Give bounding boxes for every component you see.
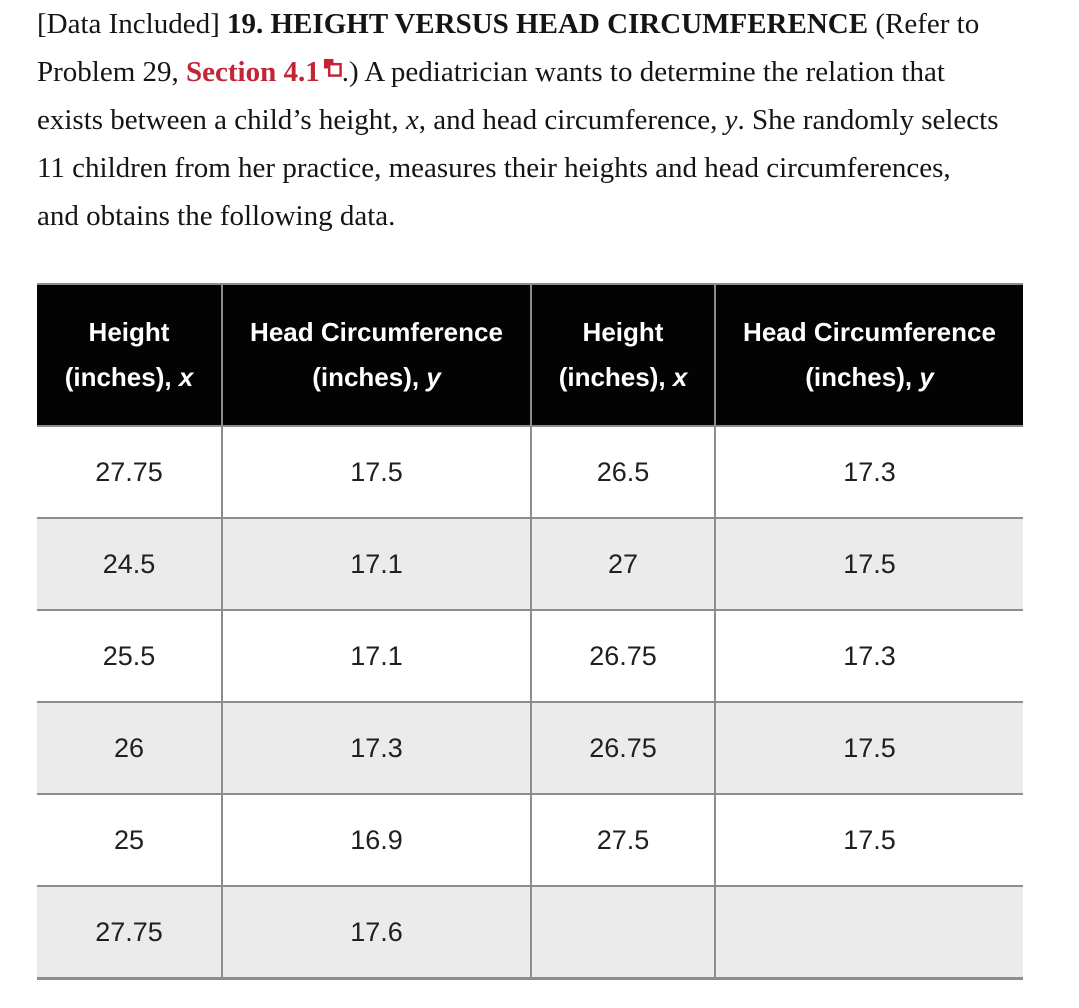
body-text: 11 children from her practice, measures … <box>37 152 951 184</box>
problem-title: 19. HEIGHT VERSUS HEAD CIRCUMFERENCE <box>227 8 869 40</box>
variable-y: y <box>426 362 441 392</box>
table-cell: 24.5 <box>37 517 223 611</box>
body-text: , and head circumference, <box>418 104 725 136</box>
col-header-height-1: Height (inches), x <box>37 283 223 427</box>
table-cell: 17.1 <box>221 609 532 703</box>
body-text: . She randomly selects <box>737 104 999 136</box>
body-text: .) A pediatrician wants to determine the… <box>341 56 945 88</box>
section-link[interactable]: Section 4.1 <box>186 56 342 88</box>
table-cell: 26.75 <box>530 701 716 795</box>
table-cell: 27 <box>530 517 716 611</box>
refer-text: (Refer to <box>868 8 980 40</box>
table-cell: 25 <box>37 793 223 887</box>
variable-y: y <box>724 104 738 136</box>
table-cell: 17.1 <box>221 517 532 611</box>
unit-text: (inches), <box>558 362 673 392</box>
table-row: 26 17.3 26.75 17.5 <box>37 701 1023 795</box>
table-row: 25.5 17.1 26.75 17.3 <box>37 609 1023 703</box>
body-text: and obtains the following data. <box>37 200 396 232</box>
data-table: Height (inches), x Head Circumference (inc… <box>37 283 1023 980</box>
section-link-label: Section 4.1 <box>186 56 320 88</box>
table-cell: 17.5 <box>714 701 1023 795</box>
table-cell: 17.5 <box>221 425 532 519</box>
problem-statement: [Data Included] 19. HEIGHT VERSUS HEAD C… <box>37 0 1047 240</box>
unit-text: (inches), <box>64 362 179 392</box>
table-cell: 17.3 <box>714 425 1023 519</box>
variable-x: x <box>405 104 419 136</box>
col-title: Head Circumference <box>743 317 996 347</box>
col-unit: (inches), x <box>37 355 221 400</box>
col-header-height-2: Height (inches), x <box>530 283 716 427</box>
table-cell <box>714 885 1023 980</box>
table-cell: 17.6 <box>221 885 532 980</box>
table-cell: 27.5 <box>530 793 716 887</box>
refer-text-2: Problem 29, <box>37 56 187 88</box>
col-header-circumference-2: Head Circumference (inches), y <box>714 283 1023 427</box>
variable-y: y <box>919 362 934 392</box>
data-included-tag: [Data Included] <box>37 8 228 40</box>
unit-text: (inches), <box>312 362 427 392</box>
table-cell: 17.5 <box>714 517 1023 611</box>
table-cell: 27.75 <box>37 425 223 519</box>
table-cell: 17.3 <box>221 701 532 795</box>
table-cell <box>530 885 716 980</box>
col-title: Head Circumference <box>250 317 503 347</box>
table-row: 27.75 17.5 26.5 17.3 <box>37 425 1023 519</box>
table-cell: 25.5 <box>37 609 223 703</box>
col-unit: (inches), y <box>716 355 1023 400</box>
table-row: 24.5 17.1 27 17.5 <box>37 517 1023 611</box>
col-title: Height <box>582 317 664 347</box>
open-popup-icon <box>323 58 342 77</box>
col-title: Height <box>88 317 170 347</box>
col-unit: (inches), x <box>532 355 714 400</box>
body-text: exists between a child’s height, <box>37 104 406 136</box>
table-cell: 17.3 <box>714 609 1023 703</box>
table-cell: 27.75 <box>37 885 223 980</box>
unit-text: (inches), <box>805 362 920 392</box>
header-row: Height (inches), x Head Circumference (inc… <box>37 283 1023 427</box>
table-row: 25 16.9 27.5 17.5 <box>37 793 1023 887</box>
table-cell: 26.5 <box>530 425 716 519</box>
col-unit: (inches), y <box>223 355 530 400</box>
table-cell: 26.75 <box>530 609 716 703</box>
col-header-circumference-1: Head Circumference (inches), y <box>221 283 532 427</box>
table-cell: 16.9 <box>221 793 532 887</box>
variable-x: x <box>178 362 194 392</box>
table-cell: 26 <box>37 701 223 795</box>
table-row: 27.75 17.6 <box>37 885 1023 980</box>
variable-x: x <box>672 362 688 392</box>
table-cell: 17.5 <box>714 793 1023 887</box>
